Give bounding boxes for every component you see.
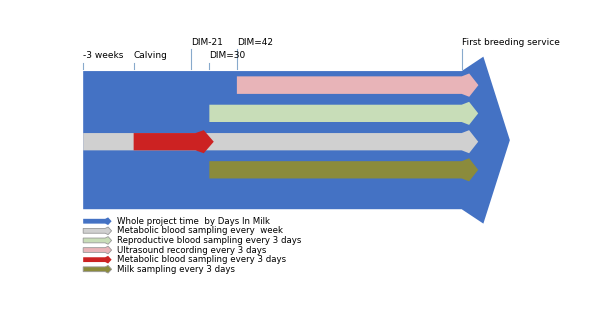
Polygon shape (83, 236, 112, 244)
Polygon shape (83, 266, 112, 273)
Text: Metabolic blood sampling every 3 days: Metabolic blood sampling every 3 days (117, 255, 287, 264)
Text: Calving: Calving (134, 51, 168, 60)
Polygon shape (83, 256, 112, 264)
Polygon shape (83, 246, 112, 254)
Text: Milk sampling every 3 days: Milk sampling every 3 days (117, 265, 235, 274)
Polygon shape (83, 227, 112, 235)
Text: DIM=42: DIM=42 (237, 38, 273, 47)
Text: DIM=30: DIM=30 (210, 51, 246, 60)
Text: Metabolic blood sampling every  week: Metabolic blood sampling every week (117, 226, 283, 235)
Polygon shape (134, 130, 214, 153)
Polygon shape (237, 74, 478, 97)
Text: First breeding service: First breeding service (462, 38, 559, 47)
Text: Reproductive blood sampling every 3 days: Reproductive blood sampling every 3 days (117, 236, 301, 245)
Text: Whole project time  by Days In Milk: Whole project time by Days In Milk (117, 217, 270, 226)
Polygon shape (83, 130, 478, 153)
Polygon shape (210, 102, 478, 125)
Polygon shape (83, 217, 112, 225)
Polygon shape (210, 158, 478, 181)
Text: DIM-21: DIM-21 (191, 38, 223, 47)
Polygon shape (83, 57, 510, 224)
Text: Ultrasound recording every 3 days: Ultrasound recording every 3 days (117, 246, 266, 255)
Text: -3 weeks: -3 weeks (83, 51, 124, 60)
